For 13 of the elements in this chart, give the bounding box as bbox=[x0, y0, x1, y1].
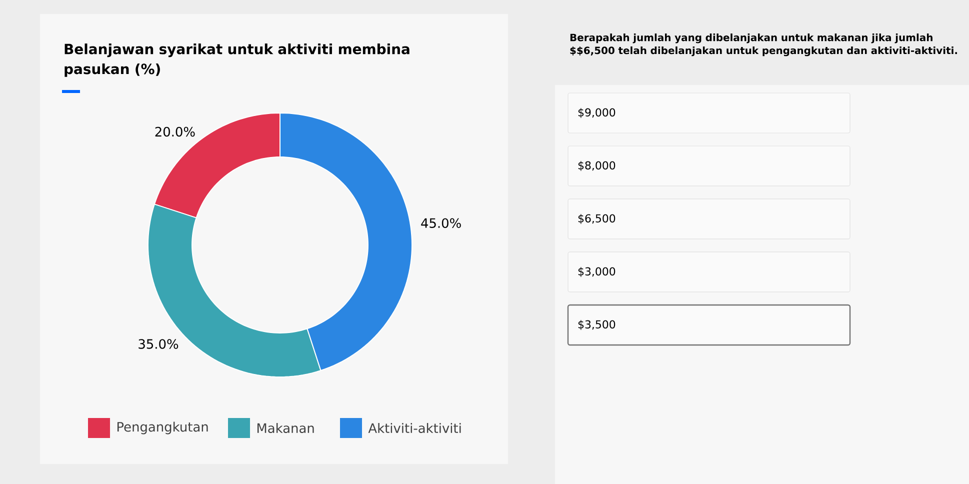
legend-label: Aktiviti-aktiviti bbox=[368, 422, 461, 433]
data-label: 45.0% bbox=[421, 218, 461, 228]
text: $8,000 bbox=[578, 161, 616, 171]
legend-label: Makanan bbox=[257, 422, 314, 433]
text: Berapakah jumlah yang dibelanjakan untuk makanan jika jumlah $$6,500 telah dibelanjakan untuk pengangkutan dan aktiviti-aktiviti. bbox=[570, 34, 957, 56]
text: $3,500 bbox=[578, 320, 616, 330]
text: $3,000 bbox=[578, 267, 616, 277]
text: $6,500 bbox=[578, 214, 616, 224]
data-label: 35.0% bbox=[138, 339, 178, 349]
chart-title: Belanjawan syarikat untuk aktiviti membina pasukan (%) bbox=[64, 44, 410, 77]
legend-label: Pengangkutan bbox=[117, 422, 208, 434]
data-label: 20.0% bbox=[155, 126, 195, 137]
text: $9,000 bbox=[578, 108, 616, 118]
